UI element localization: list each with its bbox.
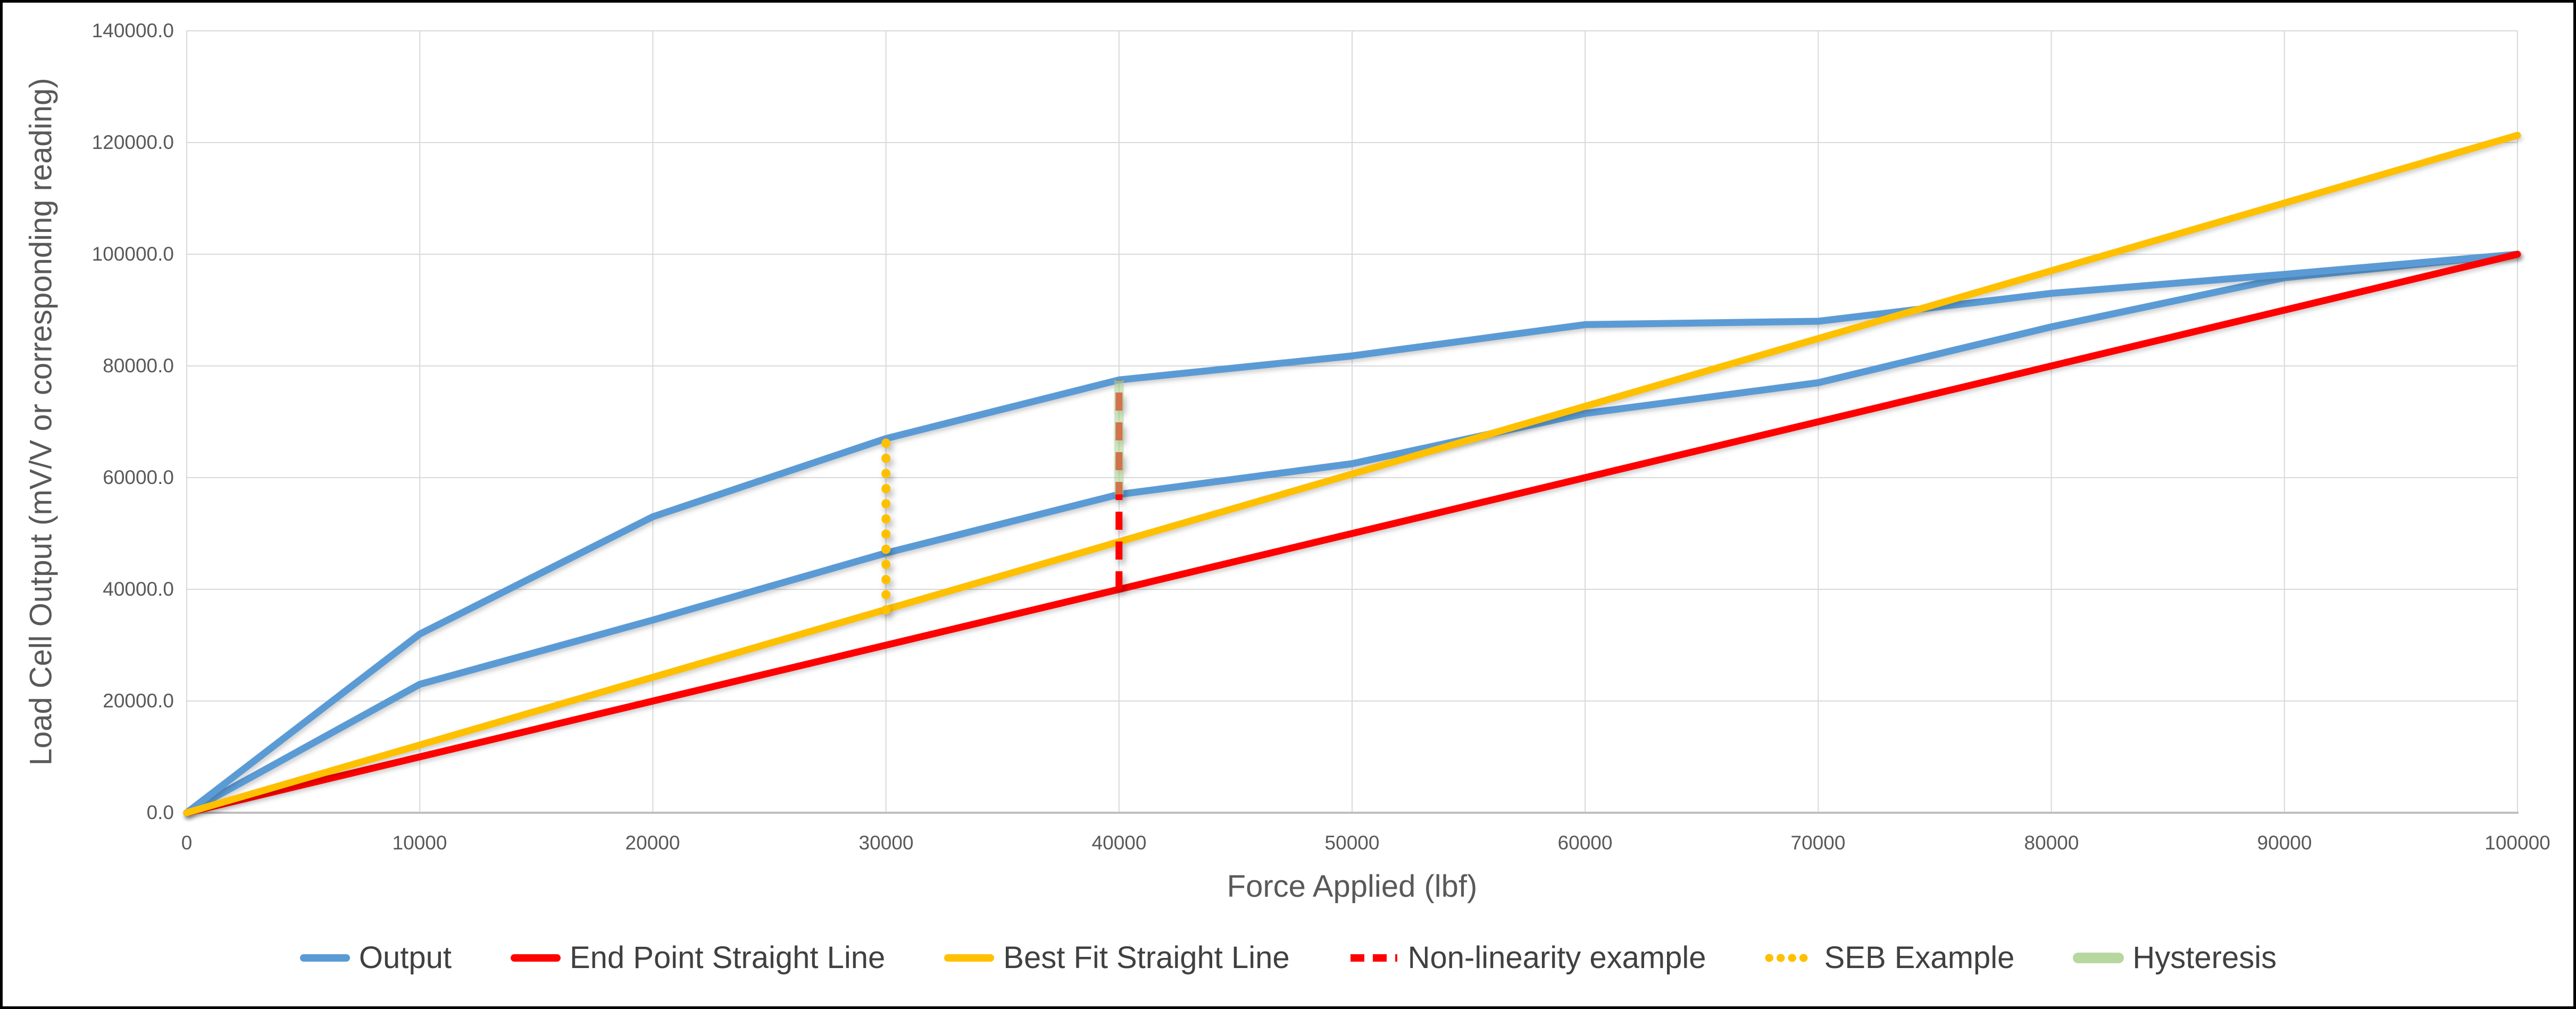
dotted-line-swatch-icon xyxy=(1765,954,1816,962)
x-tick-label: 40000 xyxy=(1091,832,1147,854)
y-tick-label: 20000.0 xyxy=(103,690,174,712)
legend: Output End Point Straight Line Best Fit … xyxy=(3,940,2573,975)
x-axis-title: Force Applied (lbf) xyxy=(1227,869,1478,904)
x-tick-label: 70000 xyxy=(1790,832,1846,854)
legend-label: Non-linearity example xyxy=(1407,940,1706,975)
hysteresis-line-swatch-icon xyxy=(2073,952,2124,963)
y-tick-label: 60000.0 xyxy=(103,466,174,488)
legend-item-best-fit-straight-line: Best Fit Straight Line xyxy=(944,940,1290,975)
y-tick-label: 0.0 xyxy=(146,802,174,823)
legend-item-output: Output xyxy=(299,940,452,975)
y-axis-title: Load Cell Output (mV/V or corresponding … xyxy=(23,78,59,766)
output-line-swatch-icon xyxy=(299,954,350,962)
x-tick-label: 30000 xyxy=(858,832,914,854)
legend-label: SEB Example xyxy=(1824,940,2015,975)
series-output-unloading xyxy=(183,251,2521,816)
x-tick-label: 100000 xyxy=(2485,832,2550,854)
y-tick-label: 40000.0 xyxy=(103,578,174,600)
series-end-point-straight-line xyxy=(183,251,2521,816)
legend-label: Output xyxy=(359,940,452,975)
y-tick-label: 100000.0 xyxy=(91,243,174,265)
legend-label: Best Fit Straight Line xyxy=(1003,940,1290,975)
x-tick-label: 80000 xyxy=(2024,832,2079,854)
x-tick-label: 60000 xyxy=(1557,832,1613,854)
x-tick-label: 0 xyxy=(181,832,193,854)
series-best-fit-straight-line xyxy=(183,131,2521,816)
x-tick-label: 10000 xyxy=(392,832,447,854)
legend-label: End Point Straight Line xyxy=(569,940,886,975)
end-point-line-swatch-icon xyxy=(510,954,561,962)
plot-area xyxy=(183,30,2521,816)
legend-item-hysteresis: Hysteresis xyxy=(2073,940,2277,975)
best-fit-line-swatch-icon xyxy=(944,954,995,962)
legend-item-non-linearity-example: Non-linearity example xyxy=(1348,940,1706,975)
x-tick-label: 50000 xyxy=(1324,832,1380,854)
x-tick-label: 20000 xyxy=(625,832,680,854)
dashed-line-swatch-icon xyxy=(1350,954,1397,962)
legend-item-seb-example: SEB Example xyxy=(1765,940,2015,975)
y-tick-label: 120000.0 xyxy=(91,131,174,153)
legend-item-end-point-straight-line: End Point Straight Line xyxy=(510,940,885,975)
y-tick-label: 80000.0 xyxy=(103,355,174,377)
y-tick-label: 140000.0 xyxy=(91,20,174,41)
legend-label: Hysteresis xyxy=(2132,940,2277,975)
x-tick-label: 90000 xyxy=(2257,832,2312,854)
series-output-loading xyxy=(183,251,2521,816)
